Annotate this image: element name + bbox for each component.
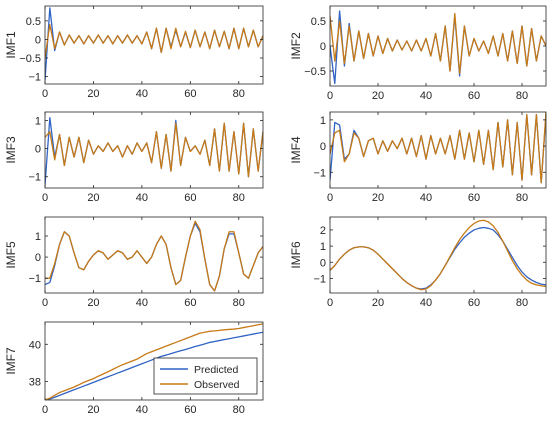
- imf4-y-axis-label: IMF4: [289, 136, 303, 164]
- imf2-observed-line: [330, 12, 546, 75]
- imf5-y-axis-label: IMF5: [4, 241, 18, 269]
- imf3-x-tick-label: 80: [233, 192, 245, 204]
- imf3-axes-box: [44, 111, 264, 189]
- imf6-x-tick-label: 20: [372, 297, 384, 309]
- imf3-observed-line: [45, 122, 263, 178]
- imf2-y-tick-label: 0.5: [311, 16, 326, 28]
- imf3-predicted-line: [45, 116, 263, 186]
- imf6-y-axis-label: IMF6: [289, 241, 303, 269]
- imf1-y-tick-label: −1: [28, 72, 41, 84]
- imf7-x-tick-label: 60: [184, 404, 196, 416]
- imf5-axes-box: [44, 216, 264, 294]
- imf5-x-tick-label: 40: [136, 297, 148, 309]
- imf2-y-tick-label: 0: [320, 41, 326, 53]
- imf6-x-tick-label: 0: [327, 297, 333, 309]
- imf3-y-tick-label: 0: [35, 144, 41, 156]
- imf4-x-tick-label: 80: [516, 192, 528, 204]
- imf6-y-tick-label: 1: [320, 241, 326, 253]
- imf4-y-tick-label: 0: [320, 141, 326, 153]
- imf5-x-tick-label: 20: [87, 297, 99, 309]
- imf7-panel: 0 20 40 60 80 38 40 IMF7: [4, 321, 264, 416]
- imf2-y-axis-label: IMF2: [289, 32, 303, 60]
- imf1-x-tick-label: 20: [87, 88, 99, 100]
- imf1-y-tick-label: −0.5: [19, 53, 41, 65]
- imf7-y-tick-label: 38: [29, 376, 41, 388]
- imf6-y-tick-label: 0: [320, 257, 326, 269]
- imf3-y-tick-label: −1: [28, 172, 41, 184]
- imf6-x-tick-label: 60: [468, 297, 480, 309]
- imf6-y-tick-label: −1: [313, 273, 326, 285]
- imf7-axes-box: [44, 321, 264, 401]
- legend-box: [153, 357, 258, 395]
- imf5-y-tick-label: 0: [35, 252, 41, 264]
- imf1-x-tick-label: 60: [184, 88, 196, 100]
- imf5-x-tick-label: 80: [233, 297, 245, 309]
- imf4-observed-line: [330, 112, 546, 184]
- imf6-y-tick-label: 2: [320, 225, 326, 237]
- legend-label-predicted: Predicted: [194, 364, 239, 376]
- imf3-x-tick-label: 0: [42, 192, 48, 204]
- imf4-x-tick-label: 60: [468, 192, 480, 204]
- imf5-y-tick-label: 1: [35, 231, 41, 243]
- imf1-observed-line: [45, 23, 263, 59]
- imf3-x-tick-label: 40: [136, 192, 148, 204]
- imf1-x-tick-label: 40: [136, 88, 148, 100]
- imf6-predicted-line: [330, 226, 546, 290]
- imf6-observed-line: [330, 219, 546, 291]
- imf4-y-tick-label: −1: [313, 167, 326, 179]
- imf7-x-tick-label: 20: [87, 404, 99, 416]
- imf1-y-tick-label: 0: [35, 34, 41, 46]
- imf7-observed-line: [45, 323, 263, 400]
- imf1-axes-box: [44, 5, 264, 85]
- imf2-x-tick-label: 40: [420, 90, 432, 102]
- imf7-x-tick-label: 80: [233, 404, 245, 416]
- imf4-x-tick-label: 20: [372, 192, 384, 204]
- imf4-x-tick-label: 40: [420, 192, 432, 204]
- imf3-x-tick-label: 60: [184, 192, 196, 204]
- imf2-x-tick-label: 60: [468, 90, 480, 102]
- imf4-y-tick-label: 1: [320, 115, 326, 127]
- imf6-axes-box: [329, 216, 547, 294]
- imf2-x-tick-label: 0: [327, 90, 333, 102]
- imf7-y-axis-label: IMF7: [4, 347, 18, 375]
- imf2-x-tick-label: 20: [372, 90, 384, 102]
- imf5-x-tick-label: 0: [42, 297, 48, 309]
- imf4-panel: 0 20 40 60 80 −1 0 1 IMF4: [289, 111, 547, 204]
- imf5-observed-line: [45, 220, 263, 292]
- imf4-axes-box: [329, 111, 547, 189]
- imf3-y-axis-label: IMF3: [4, 136, 18, 164]
- imf7-x-tick-label: 0: [42, 404, 48, 416]
- legend: Predicted Observed: [153, 357, 258, 395]
- imf5-y-tick-label: −1: [28, 273, 41, 285]
- imf3-x-tick-label: 20: [87, 192, 99, 204]
- imf4-x-tick-label: 0: [327, 192, 333, 204]
- imf1-x-tick-label: 0: [42, 88, 48, 100]
- imf6-x-tick-label: 80: [516, 297, 528, 309]
- imf5-x-tick-label: 60: [184, 297, 196, 309]
- legend-label-observed: Observed: [194, 379, 240, 391]
- imf2-y-tick-label: −0.5: [304, 66, 326, 78]
- imf1-y-tick-label: 0.5: [26, 16, 41, 28]
- imf1-y-axis-label: IMF1: [4, 31, 18, 59]
- imf3-y-tick-label: 1: [35, 115, 41, 127]
- imf7-x-tick-label: 40: [136, 404, 148, 416]
- imf6-x-tick-label: 40: [420, 297, 432, 309]
- imf1-panel: 0 20 40 60 80 −1 −0.5 0 0.5 IMF1: [4, 5, 264, 100]
- imf2-x-tick-label: 80: [516, 90, 528, 102]
- imf1-x-tick-label: 80: [233, 88, 245, 100]
- imf7-y-tick-label: 40: [29, 339, 41, 351]
- imf5-predicted-line: [45, 222, 263, 292]
- imf4-predicted-line: [330, 113, 546, 184]
